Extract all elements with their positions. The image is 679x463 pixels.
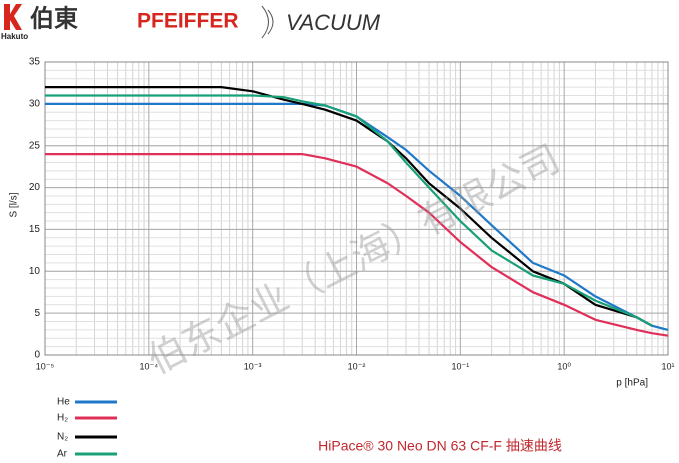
series-line (45, 102, 669, 331)
y-axis-label: S [l/s] (9, 192, 20, 217)
x-axis-label: p [hPa] (616, 378, 648, 389)
legend-label: Ar (57, 449, 68, 460)
series-line (45, 94, 653, 327)
series-line (45, 153, 669, 337)
plot-frame (44, 61, 669, 356)
x-tick-label: 10⁻² (348, 361, 366, 371)
x-tick-label: 10¹ (661, 361, 674, 371)
series-line (45, 86, 653, 327)
y-tick-label: 25 (29, 140, 41, 151)
logo-sub: Hakuto (1, 32, 28, 41)
logo-text: 伯東 (30, 4, 78, 32)
x-tick-label: 10⁻⁵ (36, 361, 55, 371)
y-tick-label: 10 (29, 266, 41, 277)
legend-label: He (57, 397, 70, 408)
x-tick-label: 10⁰ (557, 361, 571, 371)
y-tick-label: 5 (34, 308, 40, 319)
brand2: VACUUM (286, 10, 381, 35)
logo-icon (4, 4, 22, 30)
y-tick-label: 20 (29, 182, 41, 193)
plot: 0 5 10 15 20 25 30 35 10⁻⁵ 10⁻⁴ 10⁻³ 10⁻² 10⁻¹ 10⁰ 10¹ (29, 57, 675, 372)
x-tick-label: 10⁻¹ (451, 361, 469, 371)
legend-label: H₂ (57, 413, 68, 424)
y-tick-label: 15 (29, 224, 41, 235)
legend-label: N₂ (57, 432, 68, 443)
x-tick-label: 10⁻⁴ (140, 361, 159, 371)
brand-mark (261, 5, 274, 39)
y-tick-label: 30 (29, 98, 41, 109)
chart-title: HiPace® 30 Neo DN 63 CF-F 抽速曲线 (318, 438, 562, 454)
y-tick-label: 0 (34, 350, 40, 361)
y-tick-label: 35 (29, 57, 41, 68)
x-tick-label: 10⁻³ (244, 361, 262, 371)
brand: PFEIFFER (137, 10, 239, 33)
watermark: 伯东企业（上海）有限公司 (141, 138, 566, 382)
